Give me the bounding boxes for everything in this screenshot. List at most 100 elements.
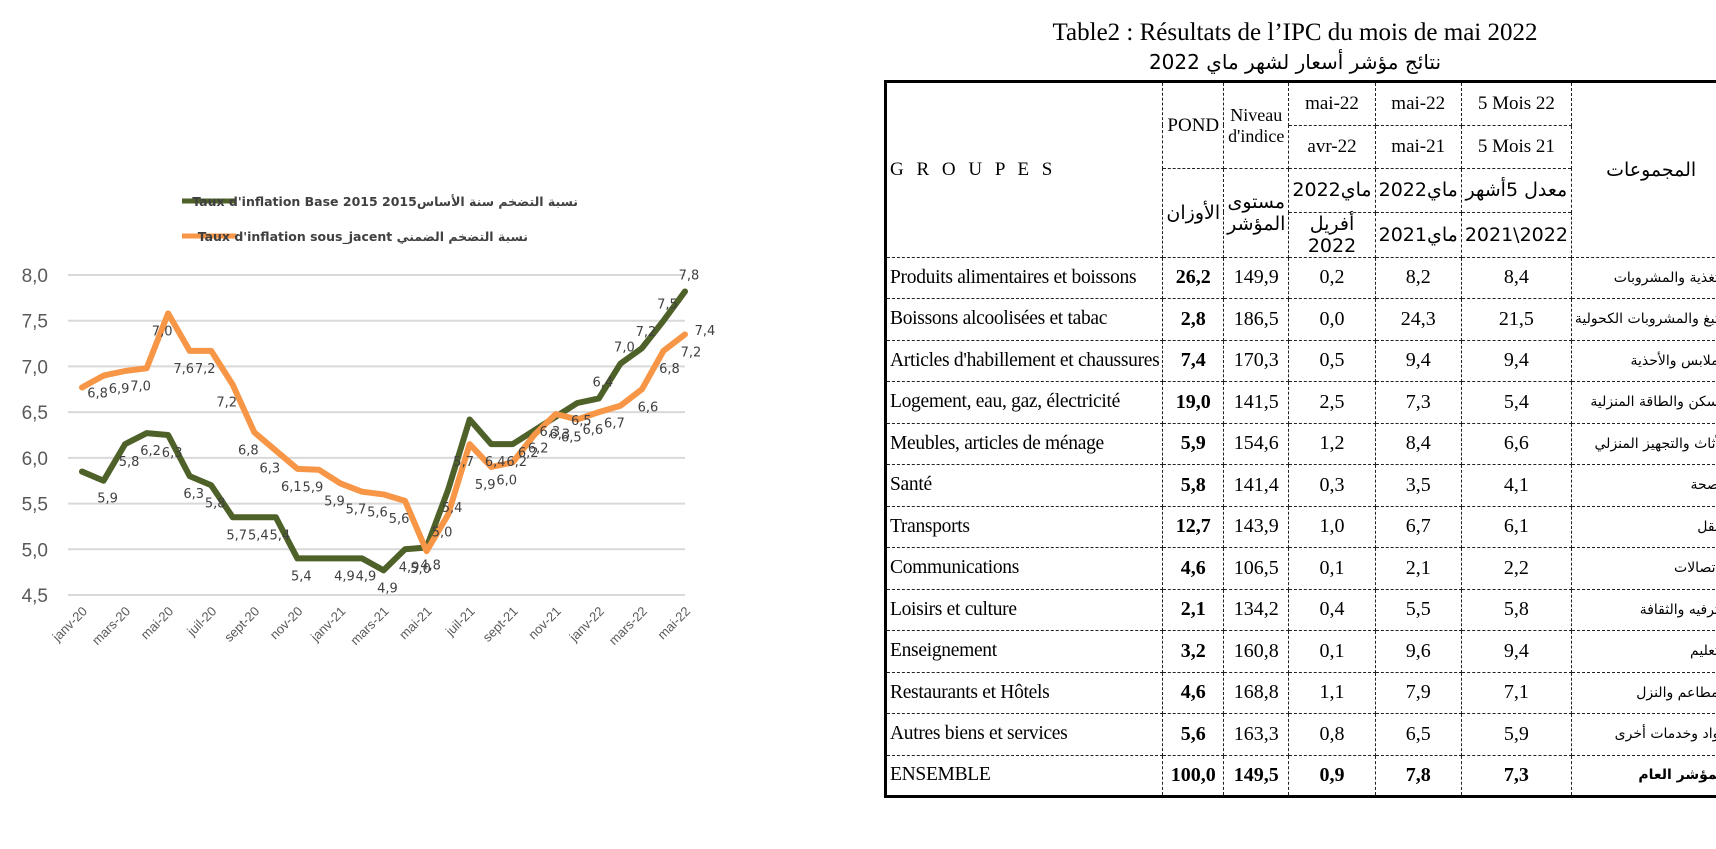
table-row: Restaurants et Hôtels4,6168,81,17,97,1ال… <box>884 671 1716 714</box>
row-niveau: 160,8 <box>1223 630 1290 673</box>
row-c3: 5,8 <box>1460 588 1572 631</box>
row-label-ar: الترفيه والثقافة <box>1570 588 1716 631</box>
row-c3: 7,1 <box>1460 671 1572 714</box>
row-label-fr: Loisirs et culture <box>884 588 1164 631</box>
data-label: 5,7 <box>346 503 367 518</box>
row-niveau: 154,6 <box>1223 422 1290 465</box>
x-tick-label: janv-22 <box>566 604 607 645</box>
row-c2: 24,3 <box>1374 298 1462 341</box>
total-c1: 0,9 <box>1288 754 1376 797</box>
row-pond: 2,8 <box>1162 298 1225 341</box>
row-niveau: 149,9 <box>1223 256 1290 299</box>
table-row: Produits alimentaires et boissons 26,2 149… <box>884 256 1716 299</box>
data-label: 7,0 <box>130 379 151 394</box>
data-label: 5,8 <box>205 496 226 511</box>
table-row: Loisirs et culture2,1134,20,45,55,8الترف… <box>884 588 1716 631</box>
header-row-4: أفريل 2022 ماي2021 2021\2022 <box>886 211 1716 258</box>
x-tick-label: mai-21 <box>396 604 435 643</box>
row-c1: 0,2 <box>1288 256 1376 299</box>
y-tick-label: 6,0 <box>22 449 48 470</box>
row-c1: 0,5 <box>1288 339 1376 382</box>
table-row: Autres biens et services 5,6 163,3 0,8 6,5 5,… <box>884 713 1716 756</box>
row-label-ar: الاتصالات <box>1570 547 1716 590</box>
header-niveau-arabic: مستوى المؤشر <box>1223 168 1290 258</box>
x-tick-label: nov-21 <box>525 604 564 643</box>
data-label: 6,8 <box>659 362 680 377</box>
x-tick-label: mars-22 <box>606 604 650 648</box>
row-c3: 21,5 <box>1460 298 1572 341</box>
row-pond: 7,4 <box>1162 339 1225 382</box>
data-label: 6,1 <box>281 480 302 495</box>
total-pond: 100,0 <box>1162 754 1225 797</box>
table-title: Table2 : Résultats de l’IPC du mois de m… <box>1052 19 1538 46</box>
data-label: 4,9 <box>399 560 420 575</box>
data-label: 6,5 <box>571 414 592 429</box>
table-row: Boissons alcoolisées et tabac 2,8 186,5 0,0… <box>884 298 1716 341</box>
x-tick-label: janv-21 <box>307 604 348 645</box>
y-tick-label: 7,0 <box>22 357 48 378</box>
row-label-ar: الأثاث والتجهيز المنزلي <box>1570 422 1716 465</box>
row-c3: 5,4 <box>1460 381 1572 424</box>
header-c3-top: 5 Mois 22 <box>1460 81 1572 126</box>
data-label: 6,2 <box>528 441 549 456</box>
x-tick-label: mai-22 <box>654 604 693 643</box>
data-label: 6,9 <box>109 382 130 397</box>
data-label: 6,5 <box>561 430 582 445</box>
row-pond: 3,2 <box>1162 630 1225 673</box>
row-c3: 6,1 <box>1460 505 1572 548</box>
header-c1-arabic-bottom: أفريل 2022 <box>1288 211 1376 258</box>
row-c2: 9,4 <box>1374 339 1462 382</box>
data-label: 6,3 <box>549 428 570 443</box>
x-tick-label: juil-21 <box>442 604 478 640</box>
x-tick-label: sept-20 <box>221 604 262 645</box>
inflation-chart-panel: 4,5 5,0 5,5 6,0 6,5 7,0 7,5 8,0 janv-20 mars-20 m… <box>0 0 790 849</box>
y-tick-label: 8,0 <box>22 266 48 287</box>
row-c3: 8,4 <box>1460 256 1572 299</box>
y-tick-label: 5,5 <box>22 495 48 516</box>
data-label: 6,2 <box>518 446 539 461</box>
row-label-fr: Communications <box>884 547 1164 590</box>
row-c3: 5,9 <box>1460 713 1572 756</box>
data-label: 6,6 <box>638 400 659 415</box>
data-label: 6,0 <box>496 473 517 488</box>
header-c1-arabic-top: ماي2022 <box>1288 168 1376 213</box>
row-label-fr: Boissons alcoolisées et tabac <box>884 298 1164 341</box>
row-pond: 4,6 <box>1162 671 1225 714</box>
header-c2-arabic-top: ماي2022 <box>1374 168 1462 213</box>
header-c2-top: mai-22 <box>1374 81 1462 126</box>
row-c1: 0,0 <box>1288 298 1376 341</box>
data-label: 4,9 <box>334 569 355 584</box>
header-groupes: G R O U P E S <box>884 81 1164 258</box>
data-label: 5,9 <box>324 494 345 509</box>
x-tick-label: mars-20 <box>89 604 133 648</box>
row-c1: 0,8 <box>1288 713 1376 756</box>
table-subtitle-arabic: نتائج مؤشر أسعار لشهر ماي 2022 <box>1148 50 1442 74</box>
row-c2: 2,1 <box>1374 547 1462 590</box>
data-label: 7,6 <box>173 362 194 377</box>
total-label-fr: ENSEMBLE <box>884 754 1164 797</box>
header-pond: POND <box>1162 81 1225 169</box>
row-c2: 7,3 <box>1374 381 1462 424</box>
data-label: 5,4 <box>291 569 312 584</box>
data-label: 6,7 <box>604 417 625 432</box>
x-tick-label: mars-21 <box>347 604 391 648</box>
data-label: 5,9 <box>97 492 118 507</box>
row-niveau: 186,5 <box>1223 298 1290 341</box>
row-c3: 2,2 <box>1460 547 1572 590</box>
row-label-fr: Articles d'habillement et chaussures <box>884 339 1164 382</box>
header-c1-bottom: avr-22 <box>1288 124 1376 169</box>
row-niveau: 143,9 <box>1223 505 1290 548</box>
data-label: 7,2 <box>195 362 216 377</box>
data-label: 5,0 <box>432 526 453 541</box>
header-niveau: Niveau d'indice <box>1223 81 1290 169</box>
row-pond: 5,6 <box>1162 713 1225 756</box>
y-tick-label: 5,0 <box>22 540 48 561</box>
row-label-fr: Santé <box>884 464 1164 507</box>
row-label-ar: التعليم <box>1570 630 1716 673</box>
row-pond: 26,2 <box>1162 256 1225 299</box>
data-label: 6,4 <box>485 455 506 470</box>
chart-data-labels: 5,95,86,2 6,36,35,85,7 5,4 5,45,4 4,9 4,94,94… <box>87 268 715 596</box>
